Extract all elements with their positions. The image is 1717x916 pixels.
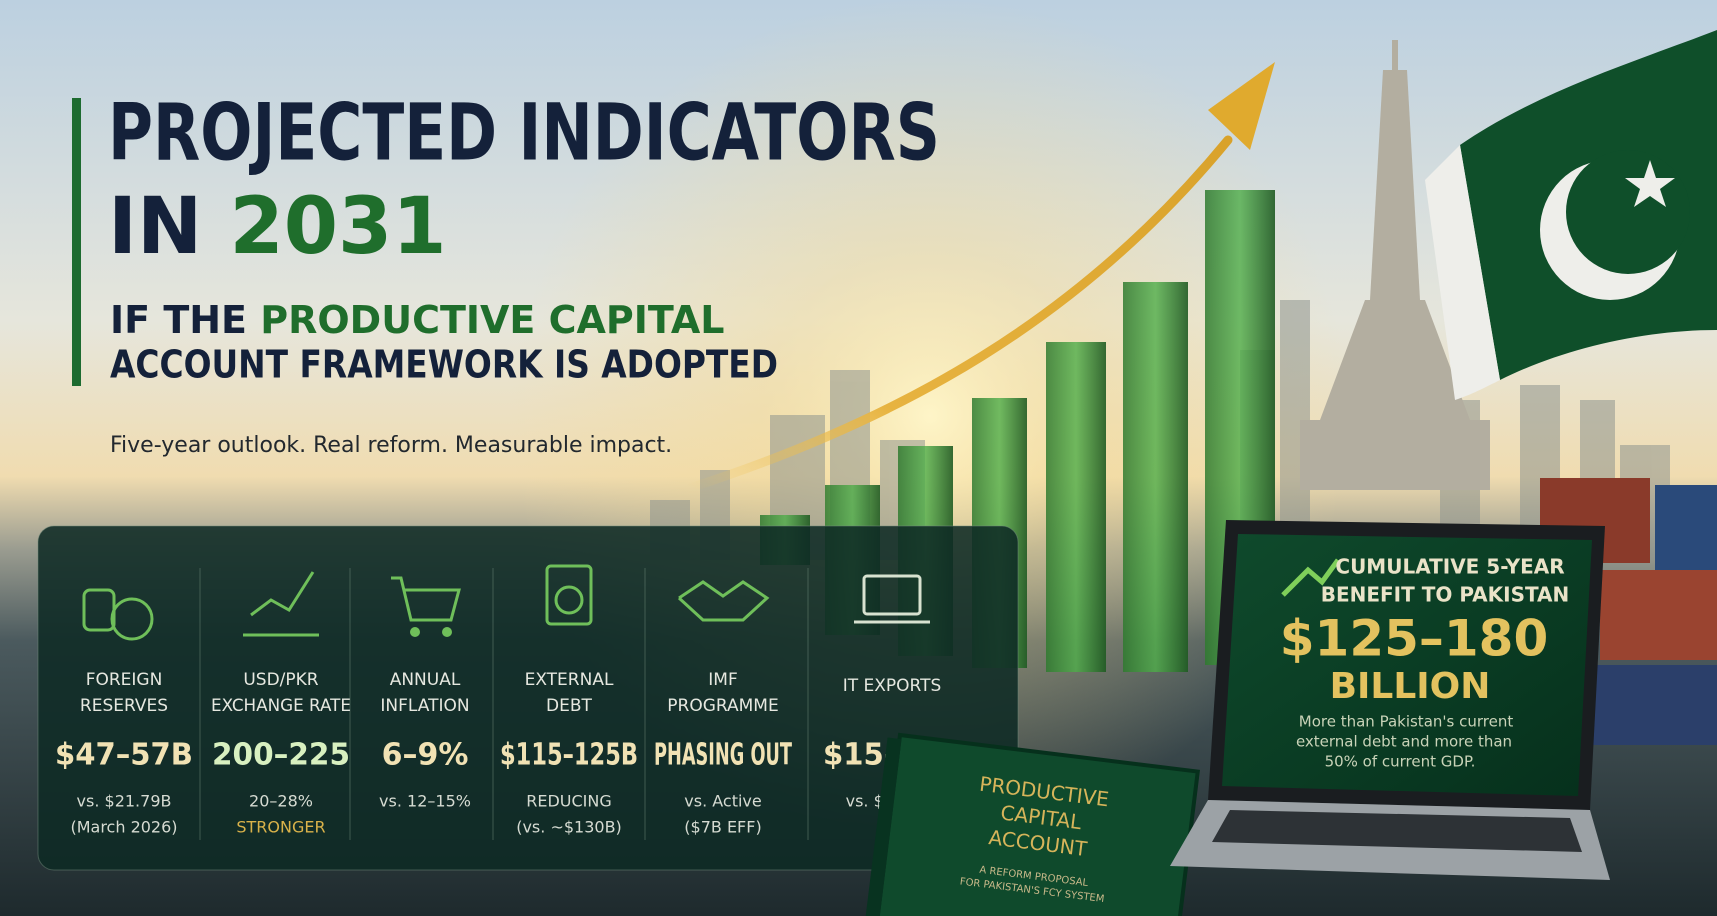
indicator-comparison: ($7B EFF) xyxy=(684,818,761,837)
indicator-label: DEBT xyxy=(546,696,592,716)
indicator-label: ANNUAL xyxy=(390,670,461,690)
indicator-label: EXTERNAL xyxy=(525,670,614,690)
indicator-value: PHASING OUT xyxy=(654,738,792,773)
indicator-comparison: (March 2026) xyxy=(70,818,177,837)
indicator-icon xyxy=(243,571,319,637)
indicator-comparison: vs. $21.79B xyxy=(77,792,172,811)
indicator-icon xyxy=(82,588,154,641)
title-year: 2031 xyxy=(229,182,446,272)
indicator-comparison: STRONGER xyxy=(236,818,325,837)
subtitle-prefix: IF THE xyxy=(110,298,247,342)
indicator-label: EXCHANGE RATE xyxy=(211,696,351,716)
minar-tower xyxy=(1300,40,1490,490)
indicator-value: $115–125B xyxy=(500,738,638,773)
growth-arrow xyxy=(685,135,1233,493)
laptop-note: More than Pakistan's current xyxy=(1299,713,1514,731)
subtitle-highlight: PRODUCTIVE CAPITAL xyxy=(260,298,724,342)
flag xyxy=(1425,30,1717,400)
title-prefix: IN xyxy=(108,182,202,272)
indicator-icon xyxy=(854,574,930,624)
laptop-heading: BENEFIT TO PAKISTAN xyxy=(1321,583,1570,607)
indicator-comparison: 20–28% xyxy=(249,792,313,811)
subtitle-line2: ACCOUNT FRAMEWORK IS ADOPTED xyxy=(110,343,778,387)
laptop-value: $125–180 xyxy=(1280,610,1549,668)
indicator-label: IMF xyxy=(708,670,737,690)
indicator-label: INFLATION xyxy=(380,696,469,716)
indicator-value: $47–57B xyxy=(55,738,193,773)
indicator-label: USD/PKR xyxy=(243,670,318,690)
indicator-comparison: REDUCING xyxy=(526,792,612,811)
indicator-comparison: vs. 12–15% xyxy=(379,792,471,811)
indicator-value: 6–9% xyxy=(382,738,469,773)
indicator-icon xyxy=(545,564,593,626)
indicator-panel xyxy=(37,525,1019,871)
tagline: Five-year outlook. Real reform. Measurab… xyxy=(110,433,672,458)
laptop-heading: CUMULATIVE 5-YEAR xyxy=(1335,555,1564,579)
accent-bar xyxy=(72,98,81,386)
laptop-note: external debt and more than xyxy=(1296,733,1512,751)
indicator-label: IT EXPORTS xyxy=(843,676,942,696)
laptop-note: 50% of current GDP. xyxy=(1325,753,1476,771)
indicator-icon xyxy=(391,576,461,637)
indicator-value: 200–225 xyxy=(212,738,350,773)
subtitle-line1: IF THE PRODUCTIVE CAPITAL xyxy=(110,298,725,342)
indicator-label: RESERVES xyxy=(80,696,168,716)
indicator-comparison: vs. Active xyxy=(684,792,761,811)
arrow-head xyxy=(1208,62,1275,150)
indicator-label: FOREIGN xyxy=(86,670,163,690)
indicator-label: PROGRAMME xyxy=(667,696,778,716)
indicator-icon xyxy=(677,580,770,622)
laptop-unit: BILLION xyxy=(1330,666,1491,707)
title-line1: PROJECTED INDICATORS xyxy=(108,88,940,178)
indicator-comparison: (vs. ~$130B) xyxy=(516,818,622,837)
laptop xyxy=(1170,520,1610,880)
laptop-icon xyxy=(1281,558,1341,597)
title-line2: IN 2031 xyxy=(108,182,447,272)
indicator-columns: FOREIGN RESERVES $47–57B vs. $21.79B (March … xyxy=(55,564,961,840)
book: PRODUCTIVE CAPITAL ACCOUNT A REFORM PROP… xyxy=(864,732,1200,916)
containers xyxy=(1540,478,1717,745)
